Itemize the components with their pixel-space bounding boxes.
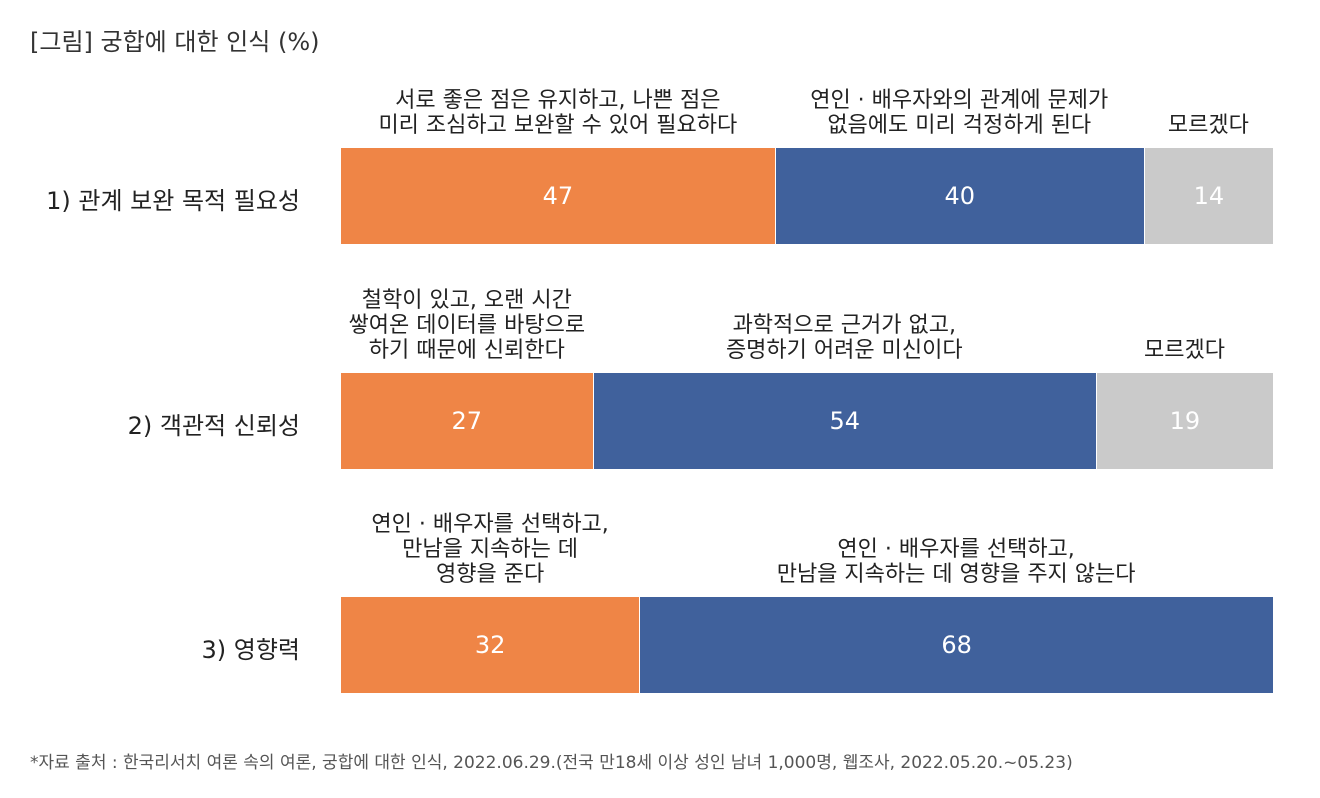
- annotation-line: 쌓여온 데이터를 바탕으로: [348, 313, 586, 338]
- bar-segment: 40: [774, 148, 1144, 244]
- data-label: 54: [829, 407, 861, 435]
- chart-title: [그림] 궁합에 대한 인식 (%): [30, 28, 320, 56]
- segment-annotation: 연인 · 배우자를 선택하고, 만남을 지속하는 데 영향을 준다: [371, 512, 608, 587]
- data-label: 32: [474, 631, 506, 659]
- annotation-line: 과학적으로 근거가 없고,: [732, 313, 956, 338]
- data-label: 47: [542, 182, 574, 210]
- annotation-line: 연인 · 배우자와의 관계에 문제가: [810, 88, 1109, 113]
- annotation-line: 모르겠다: [1143, 338, 1225, 363]
- segment-annotation: 과학적으로 근거가 없고, 증명하기 어려운 미신이다: [726, 313, 963, 363]
- segment-annotation: 연인 · 배우자와의 관계에 문제가 없음에도 미리 걱정하게 된다: [810, 88, 1108, 138]
- bar-segment: 27: [341, 373, 593, 469]
- annotation-line: 미리 조심하고 보완할 수 있어 필요하다: [378, 113, 738, 138]
- row-label: 2) 객관적 신뢰성: [127, 412, 300, 440]
- annotation-line: 하기 때문에 신뢰한다: [368, 338, 565, 363]
- bar-segment: 32: [341, 597, 640, 693]
- data-label: 14: [1193, 182, 1225, 210]
- stacked-bar: 47 40 14: [341, 148, 1273, 244]
- annotation-line: 연인 · 배우자를 선택하고,: [837, 537, 1075, 562]
- stacked-bar: 27 54 19: [341, 373, 1273, 469]
- annotation-line: 철학이 있고, 오랜 시간: [361, 288, 572, 313]
- bar-segment: 47: [341, 148, 775, 244]
- annotation-line: 증명하기 어려운 미신이다: [725, 338, 963, 363]
- annotation-line: 모르겠다: [1167, 113, 1249, 138]
- bar-segment: 54: [592, 373, 1096, 469]
- segment-annotation: 연인 · 배우자를 선택하고, 만남을 지속하는 데 영향을 주지 않는다: [777, 537, 1136, 587]
- data-label: 40: [944, 182, 975, 210]
- data-label: 68: [941, 631, 972, 659]
- segment-annotation: 모르겠다: [1144, 338, 1225, 363]
- row-label: 3) 영향력: [201, 636, 300, 664]
- annotation-line: 서로 좋은 점은 유지하고, 나쁜 점은: [395, 88, 721, 113]
- annotation-line: 만남을 지속하는 데 영향을 주지 않는다: [776, 562, 1136, 587]
- annotation-line: 만남을 지속하는 데: [402, 537, 579, 562]
- segment-annotation: 모르겠다: [1168, 113, 1249, 138]
- data-label: 19: [1169, 407, 1201, 435]
- annotation-line: 영향을 준다: [436, 562, 545, 587]
- bar-segment: 19: [1095, 373, 1273, 469]
- row-label: 1) 관계 보완 목적 필요성: [46, 187, 300, 215]
- segment-annotation: 서로 좋은 점은 유지하고, 나쁜 점은 미리 조심하고 보완할 수 있어 필요하…: [378, 88, 737, 138]
- stacked-bar: 32 68: [341, 597, 1273, 693]
- bar-segment: 68: [639, 597, 1273, 693]
- source-note: *자료 출처 : 한국리서치 여론 속의 여론, 궁합에 대한 인식, 2022…: [30, 753, 1073, 773]
- annotation-line: 연인 · 배우자를 선택하고,: [371, 512, 609, 537]
- bar-segment: 14: [1143, 148, 1273, 244]
- segment-annotation: 철학이 있고, 오랜 시간 쌓여온 데이터를 바탕으로 하기 때문에 신뢰한다: [348, 288, 585, 363]
- annotation-line: 없음에도 미리 걱정하게 된다: [827, 113, 1092, 138]
- data-label: 27: [451, 407, 483, 435]
